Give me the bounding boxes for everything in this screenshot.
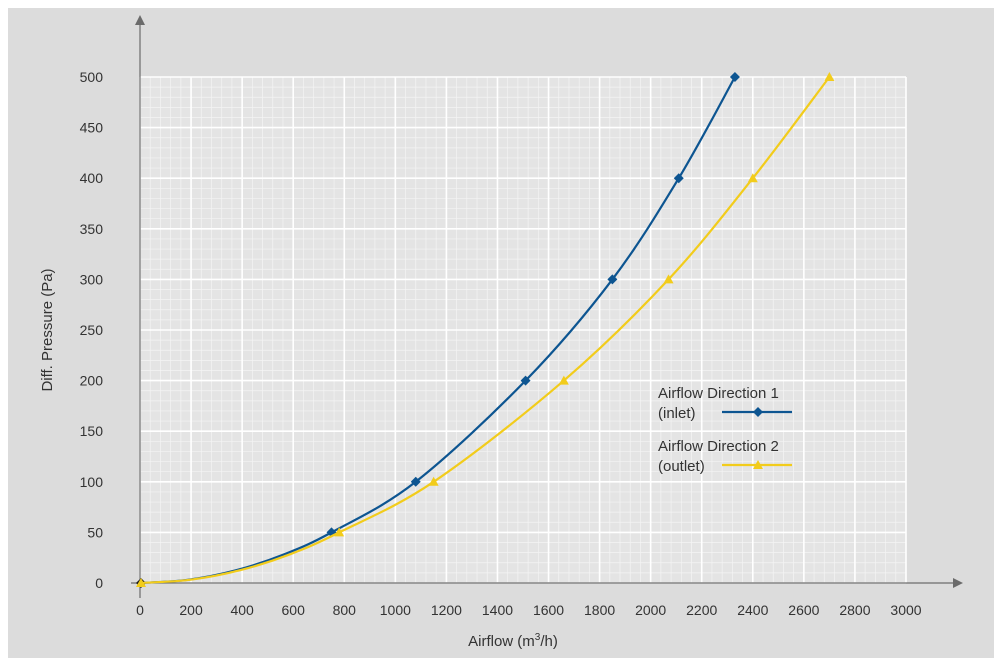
x-tick-label: 600 [282,602,306,618]
x-tick-label: 800 [333,602,357,618]
y-tick-label: 400 [80,170,104,186]
x-tick-label: 2400 [737,602,768,618]
series-1-point [729,72,740,82]
tick-labels: 0 200 400 600 800 1000 1200 1400 1600 1800 2000 220… [80,69,922,618]
axes [131,15,963,598]
series-line-2 [139,76,831,585]
series-1-point [410,476,421,487]
x-tick-label: 0 [136,602,144,618]
series-2-point [824,72,835,81]
x-tick-label: 3000 [890,602,921,618]
x-tick-label: 2000 [635,602,666,618]
x-tick-label: 1800 [584,602,615,618]
y-tick-label: 300 [80,271,104,287]
x-tick-label: 2600 [788,602,819,618]
y-axis-title: Diff. Pressure (Pa) [39,268,56,391]
x-tick-label: 1400 [482,602,513,618]
series-2-point [663,274,674,284]
y-tick-label: 100 [80,474,104,490]
legend-marker-2 [753,460,763,469]
legend-sublabel-2: (outlet) [658,458,705,475]
x-tick-label: 200 [179,602,203,618]
series-2-point [428,476,439,486]
series-2-point [334,527,345,537]
series-1-point [520,375,531,386]
x-tick-label: 1000 [380,602,411,618]
legend-marker-1 [753,407,763,417]
y-tick-label: 350 [80,221,104,237]
legend-sublabel-1: (inlet) [658,405,696,422]
series-2-point [558,375,569,385]
legend-label-1: Airflow Direction 1 [658,385,779,402]
series-2-point [747,173,758,183]
series-1-point [673,173,684,184]
y-tick-label: 250 [80,322,104,338]
legend: Airflow Direction 1 (inlet) Airflow Direct… [658,385,792,475]
y-tick-label: 50 [87,524,103,540]
x-tick-label: 1600 [533,602,564,618]
x-tick-label: 2200 [686,602,717,618]
chart-panel: 0 200 400 600 800 1000 1200 1400 1600 1800 2000 220… [8,8,994,658]
legend-label-2: Airflow Direction 2 [658,438,779,455]
series-1-point [607,274,618,285]
y-tick-label: 150 [80,423,104,439]
series-group [136,72,835,588]
x-tick-label: 1200 [431,602,462,618]
y-tick-label: 450 [80,120,104,136]
y-tick-label: 500 [80,69,104,85]
pressure-airflow-chart: 0 200 400 600 800 1000 1200 1400 1600 1800 2000 220… [39,15,963,650]
y-tick-label: 0 [95,575,103,591]
y-tick-label: 200 [80,373,104,389]
x-tick-label: 400 [230,602,254,618]
series-2-point [136,578,146,587]
grid [139,76,907,584]
x-axis-title: Airflow (m3/h) [468,632,558,650]
x-tick-label: 2800 [839,602,870,618]
